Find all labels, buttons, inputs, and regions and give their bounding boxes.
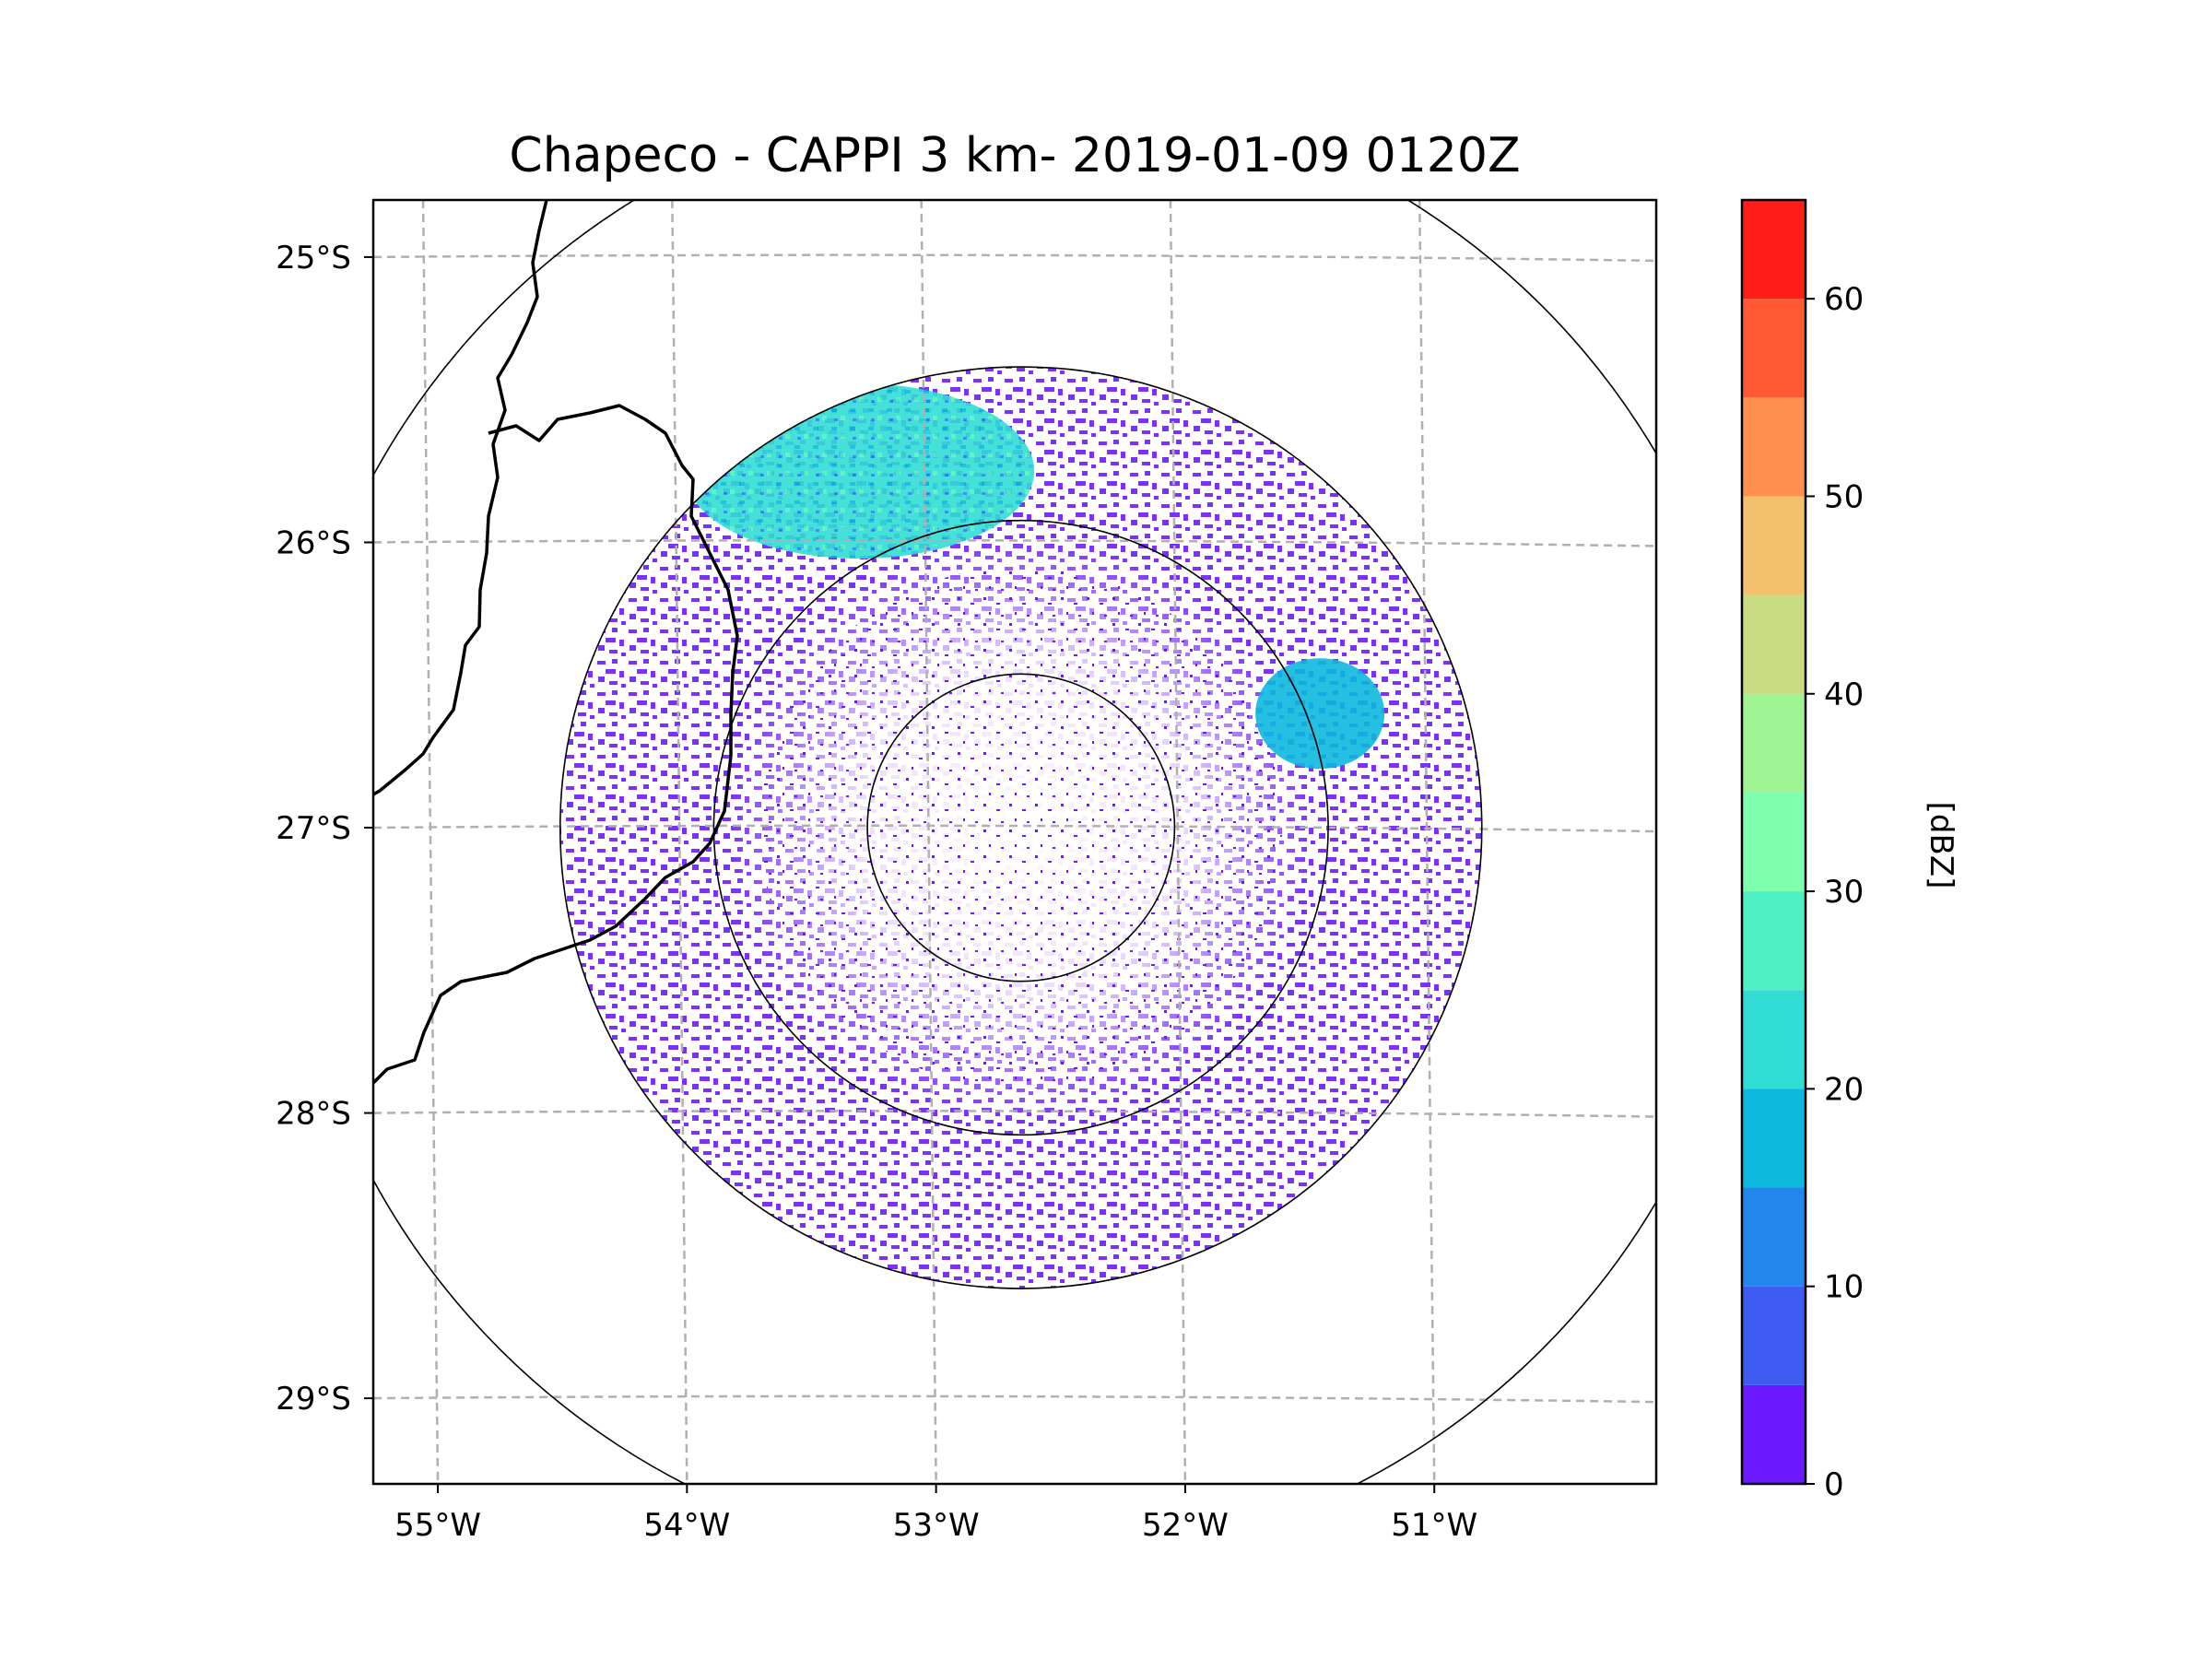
range-ring-150km [559, 366, 1483, 1289]
gridlines [373, 200, 1656, 1484]
border-line-west [373, 200, 548, 796]
y-tick-label-1: 26°S [276, 524, 351, 561]
colorbar-tick-label-5: 50 [1824, 478, 1864, 515]
range-rings [373, 200, 1656, 1484]
gridline-lon-2 [920, 200, 937, 1484]
x-axis: 55°W 54°W 53°W 52°W 51°W [394, 1484, 1477, 1544]
colorbar-bin-20-25 [1742, 990, 1806, 1089]
colorbar-tick-label-3: 30 [1824, 874, 1864, 911]
y-tick-label-0: 25°S [276, 240, 351, 276]
political-boundaries [373, 200, 739, 1085]
gridline-lat-2 [373, 824, 1656, 833]
range-ring-100km [712, 519, 1329, 1136]
colorbar-tick-label-1: 10 [1824, 1269, 1864, 1306]
colorbar-bin-40-45 [1742, 594, 1806, 694]
y-tick-label-3: 28°S [276, 1096, 351, 1133]
colorbar-bin-25-30 [1742, 891, 1806, 991]
colorbar-bin-5-10 [1742, 1286, 1806, 1385]
x-tick-label-3: 52°W [1142, 1507, 1229, 1544]
gridline-lat-0 [373, 253, 1656, 263]
y-tick-label-2: 27°S [276, 810, 351, 847]
colorbar-tick-label-2: 20 [1824, 1071, 1864, 1108]
colorbar-bin-15-20 [1742, 1088, 1806, 1188]
colorbar-tick-label-4: 40 [1824, 677, 1864, 713]
border-line-state [373, 404, 739, 1085]
x-tick-label-1: 54°W [643, 1507, 730, 1544]
gridline-lon-3 [1169, 200, 1187, 1484]
colorbar-label: [dBZ] [1923, 802, 1959, 889]
colorbar-bin-55-60 [1742, 299, 1806, 398]
map-plot-area [373, 200, 1656, 1484]
colorbar-frame [1740, 198, 1807, 1486]
echo-inner-specks [759, 566, 1283, 1089]
range-ring-50km [866, 673, 1176, 982]
x-tick-label-0: 55°W [394, 1507, 481, 1544]
gridline-lon-0 [421, 200, 440, 1484]
colorbar-bin-45-50 [1742, 496, 1806, 595]
colorbar-tick-label-6: 60 [1824, 281, 1864, 318]
gridline-lat-4 [373, 1394, 1656, 1404]
echo-region-1 [1255, 658, 1385, 770]
colorbar-bin-30-35 [1742, 792, 1806, 892]
x-tick-label-4: 51°W [1391, 1507, 1477, 1544]
chart-title: Chapeco - CAPPI 3 km- 2019-01-09 0120Z [509, 128, 1520, 183]
colorbar-bin-50-55 [1742, 397, 1806, 497]
gridline-lat-3 [373, 1110, 1656, 1118]
y-axis: 25°S 26°S 27°S 28°S 29°S [276, 240, 373, 1418]
gridline-lon-1 [671, 200, 688, 1484]
reflectivity-field [559, 367, 1482, 1289]
colorbar-tick-label-0: 0 [1824, 1466, 1844, 1503]
x-tick-label-2: 53°W [893, 1507, 980, 1544]
colorbar: 0 10 20 30 40 50 60 [dBZ] [1740, 198, 1959, 1503]
gridline-lat-1 [373, 538, 1656, 547]
colorbar-bin-0-5 [1742, 1384, 1806, 1484]
y-tick-label-4: 29°S [276, 1381, 351, 1418]
plot-frame [371, 198, 1658, 1486]
colorbar-bin-10-15 [1742, 1187, 1806, 1287]
gridline-lon-4 [1418, 200, 1436, 1484]
colorbar-bin-35-40 [1742, 693, 1806, 793]
colorbar-bin-60-65 [1742, 200, 1806, 300]
